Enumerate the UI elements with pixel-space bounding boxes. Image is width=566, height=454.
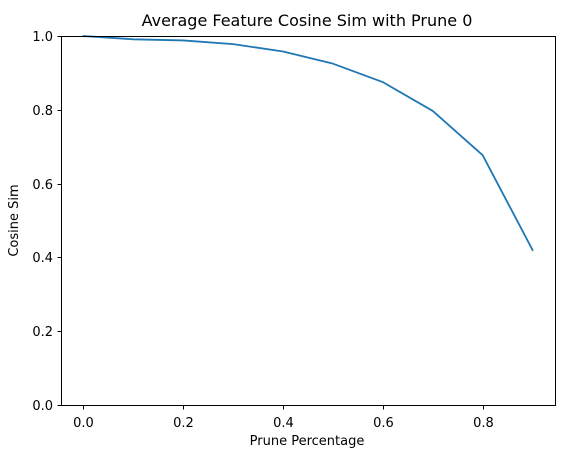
- y-axis-ticks: 0.0 0.2 0.4 0.6 0.8 1.0: [32, 30, 62, 414]
- y-tick-label: 0.8: [32, 104, 53, 119]
- x-axis-ticks: 0.0 0.2 0.4 0.6 0.8: [73, 405, 494, 431]
- x-tick-label: 0.0: [73, 416, 94, 431]
- plot-frame: [61, 36, 556, 406]
- series-line: [82, 35, 534, 252]
- chart-title: Average Feature Cosine Sim with Prune 0: [142, 11, 473, 30]
- x-tick-label: 0.4: [273, 416, 294, 431]
- x-tick-label: 0.8: [473, 416, 494, 431]
- x-tick-label: 0.6: [373, 416, 394, 431]
- plot-series: [82, 35, 534, 252]
- y-tick-label: 1.0: [32, 30, 53, 45]
- y-tick-label: 0.6: [32, 178, 53, 193]
- y-tick-label: 0.0: [32, 399, 53, 414]
- y-tick-label: 0.2: [32, 325, 53, 340]
- y-axis-label: Cosine Sim: [7, 184, 22, 256]
- x-axis-label: Prune Percentage: [250, 434, 365, 449]
- x-tick-label: 0.2: [173, 416, 194, 431]
- y-tick-label: 0.4: [32, 251, 53, 266]
